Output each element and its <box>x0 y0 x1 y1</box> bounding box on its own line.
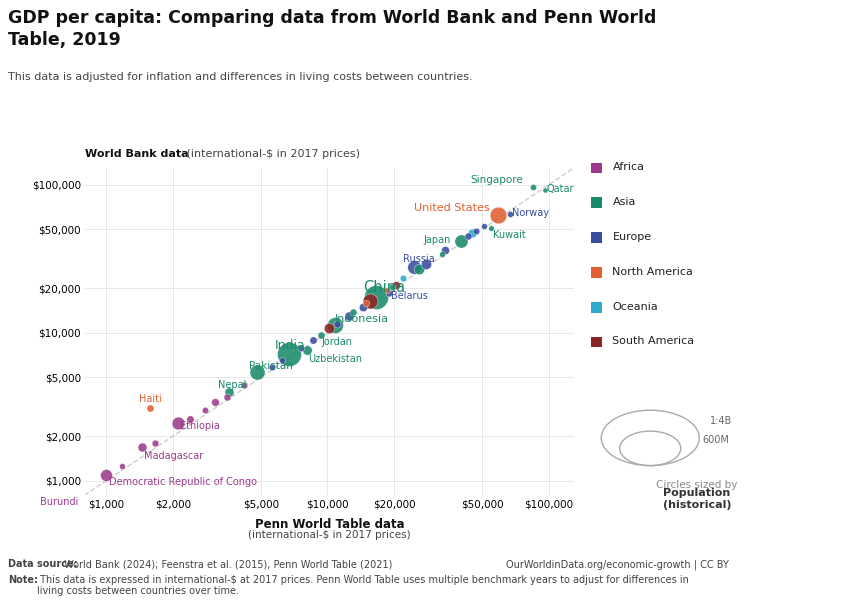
Point <box>461 232 474 241</box>
Text: India: India <box>275 339 306 352</box>
Text: Singapore: Singapore <box>471 175 524 185</box>
Text: Russia: Russia <box>403 254 435 265</box>
Point <box>330 319 343 329</box>
Text: Kuwait: Kuwait <box>493 230 525 240</box>
Point <box>469 226 483 235</box>
Point <box>144 403 157 413</box>
Text: China: China <box>363 280 405 295</box>
Point <box>380 285 394 295</box>
Point <box>477 221 490 230</box>
Text: (international-$ in 2017 prices): (international-$ in 2017 prices) <box>183 149 360 159</box>
Text: United States: United States <box>414 203 490 212</box>
Point <box>208 397 222 407</box>
Point <box>538 185 552 194</box>
Point <box>300 346 314 355</box>
Point <box>465 229 479 238</box>
Point <box>406 262 420 271</box>
Text: Japan: Japan <box>423 235 451 245</box>
Point <box>346 307 360 317</box>
Text: Qatar: Qatar <box>547 184 574 194</box>
Text: South America: South America <box>612 337 694 346</box>
Point <box>282 349 296 359</box>
Text: Our World
in Data: Our World in Data <box>692 19 748 41</box>
Text: GDP per capita: Comparing data from World Bank and Penn World
Table, 2019: GDP per capita: Comparing data from Worl… <box>8 9 657 49</box>
Text: Population
(historical): Population (historical) <box>663 488 731 510</box>
Text: This data is expressed in international-$ at 2017 prices. Penn World Table uses : This data is expressed in international-… <box>37 575 689 596</box>
Point <box>385 282 399 292</box>
Text: Africa: Africa <box>612 163 644 172</box>
Point <box>439 245 452 255</box>
Point <box>135 442 149 451</box>
Point <box>148 438 162 448</box>
Text: Penn World Table data: Penn World Table data <box>255 518 405 532</box>
Point <box>199 405 212 415</box>
Text: Asia: Asia <box>612 197 636 207</box>
Text: Belarus: Belarus <box>391 291 428 301</box>
Text: Europe: Europe <box>612 232 652 242</box>
Text: Indonesia: Indonesia <box>335 314 389 324</box>
Point <box>99 470 113 479</box>
Point <box>184 415 197 424</box>
Text: Oceania: Oceania <box>612 302 658 311</box>
Text: Democratic Republic of Congo: Democratic Republic of Congo <box>110 477 258 487</box>
Point <box>342 311 355 321</box>
Point <box>323 323 337 332</box>
Point <box>454 236 468 245</box>
Text: Pakistan: Pakistan <box>249 361 292 371</box>
Point <box>382 289 396 298</box>
Point <box>412 264 426 274</box>
Point <box>220 392 234 401</box>
Point <box>237 380 251 390</box>
Point <box>484 223 498 233</box>
Text: 600M: 600M <box>702 435 729 445</box>
Point <box>389 280 403 290</box>
Point <box>435 250 449 259</box>
Text: Nepal: Nepal <box>218 380 246 390</box>
Point <box>116 461 129 470</box>
Point <box>356 302 370 311</box>
Point <box>396 273 410 283</box>
Text: Haiti: Haiti <box>139 394 162 404</box>
Point <box>223 387 236 397</box>
Text: Burundi: Burundi <box>41 497 79 506</box>
Text: (international-$ in 2017 prices): (international-$ in 2017 prices) <box>248 530 411 540</box>
Point <box>314 331 327 340</box>
Text: Madagascar: Madagascar <box>144 451 203 461</box>
Point <box>526 182 540 191</box>
Text: North America: North America <box>612 267 694 277</box>
Text: Note:: Note: <box>8 575 38 585</box>
Point <box>294 343 308 353</box>
Point <box>275 356 288 365</box>
Text: 1:4B: 1:4B <box>710 416 732 426</box>
Text: World Bank data: World Bank data <box>85 149 189 159</box>
Point <box>491 210 505 220</box>
Point <box>328 320 342 330</box>
Point <box>265 362 279 371</box>
Point <box>306 335 320 344</box>
Point <box>363 296 377 305</box>
Point <box>420 260 434 269</box>
Point <box>171 418 184 428</box>
Point <box>360 299 373 308</box>
Text: World Bank (2024); Feenstra et al. (2015), Penn World Table (2021): World Bank (2024); Feenstra et al. (2015… <box>61 559 393 569</box>
Text: Uzbekistan: Uzbekistan <box>309 354 362 364</box>
Text: OurWorldinData.org/economic-growth | CC BY: OurWorldinData.org/economic-growth | CC … <box>506 559 728 570</box>
Point <box>73 485 87 494</box>
Point <box>503 209 517 218</box>
Point <box>369 292 382 302</box>
Text: Data source:: Data source: <box>8 559 78 569</box>
Text: Jordan: Jordan <box>321 337 353 347</box>
Point <box>250 368 264 377</box>
Text: Norway: Norway <box>512 208 548 218</box>
Text: Circles sized by: Circles sized by <box>656 480 738 490</box>
Text: This data is adjusted for inflation and differences in living costs between coun: This data is adjusted for inflation and … <box>8 72 473 82</box>
Text: Ethiopia: Ethiopia <box>180 421 220 431</box>
